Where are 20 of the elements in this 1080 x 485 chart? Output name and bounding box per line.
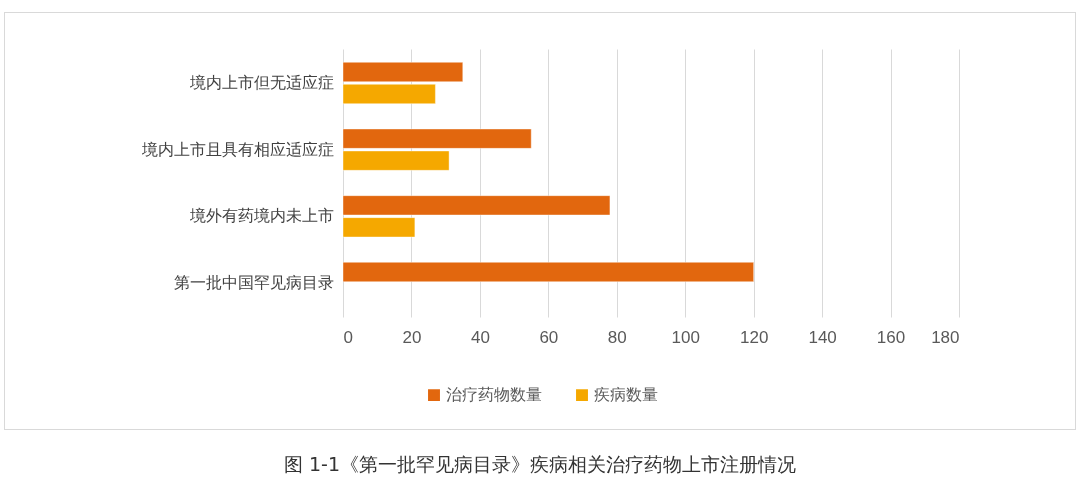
bar: [342, 61, 464, 83]
caption: 图 1-1《第一批罕见病目录》疾病相关治疗药物上市注册情况: [282, 452, 798, 477]
y-tick-label: 第一批中国罕见病目录: [173, 273, 334, 292]
bar: [342, 261, 755, 283]
x-tick-label: 160: [876, 327, 906, 347]
x-tick-label: 140: [808, 327, 837, 347]
x-tick-label: 20: [402, 327, 422, 347]
legend-label: 治疗药物数量: [446, 385, 542, 405]
y-tick-label: 境内上市且具有相应适应症: [140, 139, 334, 159]
x-tick-label: 60: [539, 327, 559, 347]
x-tick-label: 0: [343, 327, 353, 347]
x-tick-label: 80: [607, 327, 627, 347]
y-tick-label: 境内上市但无适应症: [188, 73, 334, 92]
legend-label: 疾病数量: [594, 385, 658, 405]
x-tick-label: 100: [671, 327, 700, 347]
y-tick-label: 境外有药境内未上市: [188, 206, 334, 226]
x-tick-label: 120: [739, 327, 769, 347]
x-tick-label: 40: [470, 327, 490, 347]
bar: [342, 83, 436, 105]
x-tick-label: 180: [931, 327, 960, 347]
